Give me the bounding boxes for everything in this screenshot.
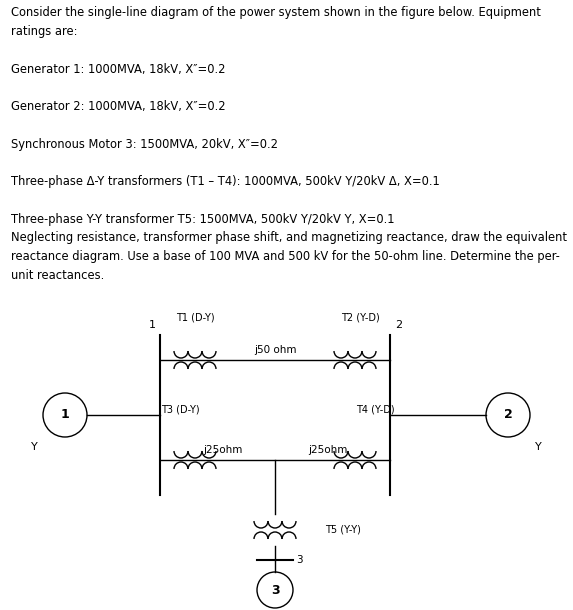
Text: 1: 1	[148, 320, 155, 330]
Text: Generator 2: 1000MVA, 18kV, X″=0.2: Generator 2: 1000MVA, 18kV, X″=0.2	[11, 100, 226, 113]
Text: Consider the single-line diagram of the power system shown in the figure below. : Consider the single-line diagram of the …	[11, 7, 541, 20]
Text: T2 (Y-D): T2 (Y-D)	[340, 313, 379, 323]
Text: ratings are:: ratings are:	[11, 25, 78, 38]
Text: 3: 3	[270, 584, 279, 597]
Text: 1: 1	[61, 409, 69, 422]
Text: j25ohm: j25ohm	[308, 445, 347, 455]
Text: Three-phase Δ-Y transformers (T1 – T4): 1000MVA, 500kV Y/20kV Δ, X=0.1: Three-phase Δ-Y transformers (T1 – T4): …	[11, 175, 440, 188]
Text: T5 (Y-Y): T5 (Y-Y)	[325, 525, 361, 535]
Text: reactance diagram. Use a base of 100 MVA and 500 kV for the 50-ohm line. Determi: reactance diagram. Use a base of 100 MVA…	[11, 250, 560, 264]
Text: Neglecting resistance, transformer phase shift, and magnetizing reactance, draw : Neglecting resistance, transformer phase…	[11, 231, 567, 245]
Text: T4 (Y-D): T4 (Y-D)	[356, 405, 394, 415]
Text: j50 ohm: j50 ohm	[254, 345, 296, 355]
Text: 2: 2	[504, 409, 512, 422]
Text: unit reactances.: unit reactances.	[11, 269, 105, 282]
Text: Synchronous Motor 3: 1500MVA, 20kV, X″=0.2: Synchronous Motor 3: 1500MVA, 20kV, X″=0…	[11, 138, 278, 151]
Text: Y: Y	[32, 442, 38, 452]
Text: Three-phase Y-Y transformer T5: 1500MVA, 500kV Y/20kV Y, X=0.1: Three-phase Y-Y transformer T5: 1500MVA,…	[11, 213, 395, 226]
Text: 2: 2	[395, 320, 402, 330]
Text: 3: 3	[296, 555, 303, 565]
Text: T3 (D-Y): T3 (D-Y)	[160, 405, 199, 415]
Text: Generator 1: 1000MVA, 18kV, X″=0.2: Generator 1: 1000MVA, 18kV, X″=0.2	[11, 63, 226, 76]
Text: T1 (D-Y): T1 (D-Y)	[176, 313, 214, 323]
Text: Y: Y	[535, 442, 541, 452]
Text: j25ohm: j25ohm	[203, 445, 242, 455]
